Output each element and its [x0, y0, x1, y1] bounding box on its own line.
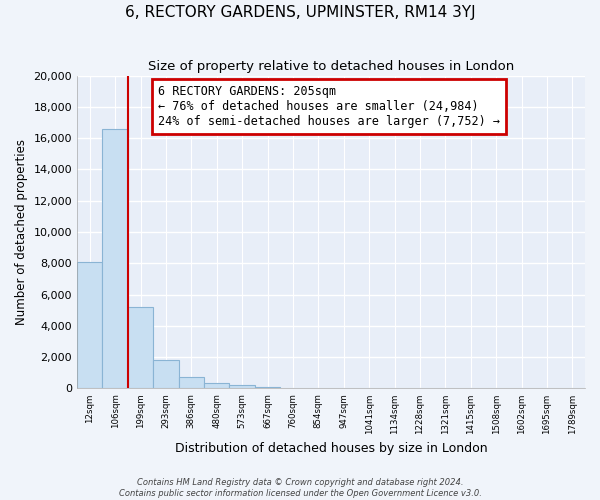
Text: 6, RECTORY GARDENS, UPMINSTER, RM14 3YJ: 6, RECTORY GARDENS, UPMINSTER, RM14 3YJ: [125, 5, 475, 20]
X-axis label: Distribution of detached houses by size in London: Distribution of detached houses by size …: [175, 442, 487, 455]
Bar: [153, 360, 179, 388]
Bar: [229, 386, 255, 388]
Bar: [103, 128, 128, 388]
Bar: [255, 387, 280, 388]
Bar: [204, 383, 229, 388]
Bar: [77, 262, 103, 388]
Y-axis label: Number of detached properties: Number of detached properties: [15, 139, 28, 325]
Title: Size of property relative to detached houses in London: Size of property relative to detached ho…: [148, 60, 514, 73]
Bar: [179, 376, 204, 388]
Bar: [128, 307, 153, 388]
Text: Contains HM Land Registry data © Crown copyright and database right 2024.
Contai: Contains HM Land Registry data © Crown c…: [119, 478, 481, 498]
Text: 6 RECTORY GARDENS: 205sqm
← 76% of detached houses are smaller (24,984)
24% of s: 6 RECTORY GARDENS: 205sqm ← 76% of detac…: [158, 85, 500, 128]
